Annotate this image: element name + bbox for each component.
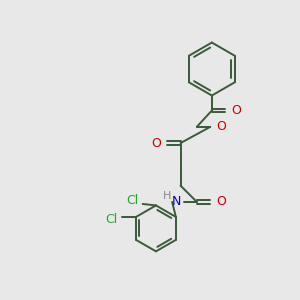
Text: Cl: Cl — [126, 194, 139, 207]
Text: O: O — [216, 120, 226, 133]
Text: H: H — [163, 191, 171, 201]
Text: N: N — [172, 195, 181, 208]
Text: O: O — [152, 136, 161, 150]
Text: O: O — [216, 195, 226, 208]
Text: Cl: Cl — [105, 213, 117, 226]
Text: O: O — [231, 104, 241, 117]
